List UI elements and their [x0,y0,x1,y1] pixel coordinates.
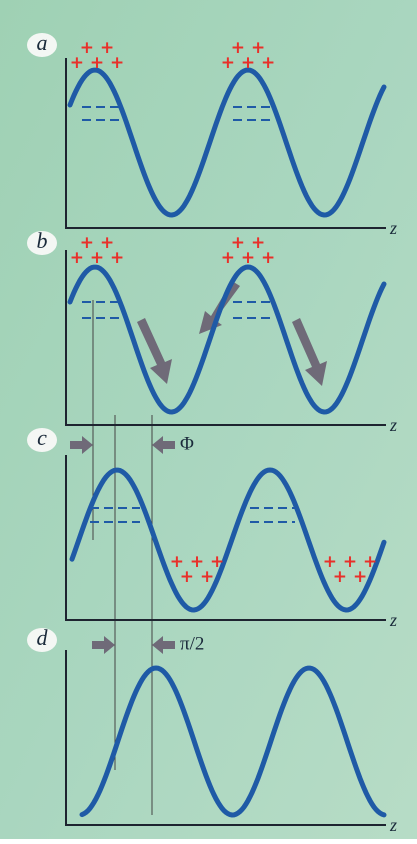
charge: + + + [221,248,276,268]
panel-label: d [37,625,49,650]
z-label: z [389,815,397,835]
charge: + + + [70,53,125,73]
quarter-period-label: π/2 [180,633,204,654]
charge: + + [333,567,367,587]
charge: + + [180,567,214,587]
panel-label: a [37,30,48,55]
phase-label: Φ [180,433,194,454]
panel-label: b [37,228,48,253]
z-label: z [389,610,397,630]
z-label: z [389,415,397,435]
charge: + + + [221,53,276,73]
z-label: z [389,218,397,238]
charge: + + + [70,248,125,268]
background [0,0,417,839]
figure: Φ π/2 za+ ++ + ++ ++ + +zb+ ++ + ++ ++ +… [0,0,417,839]
panel-label: c [37,425,47,450]
